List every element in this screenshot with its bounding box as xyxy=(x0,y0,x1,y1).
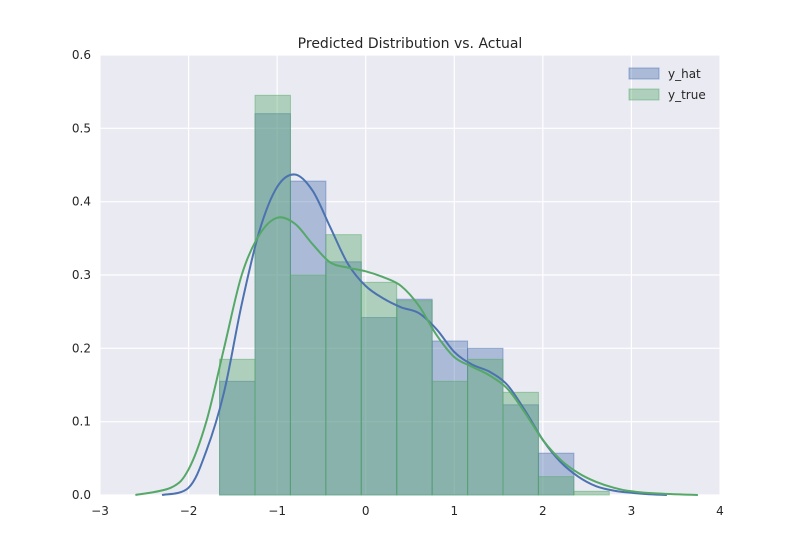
x-tick-label: −3 xyxy=(91,504,109,518)
y-tick-label: 0.5 xyxy=(72,121,91,135)
kde-lines xyxy=(135,173,698,496)
legend-swatch-y-hat xyxy=(628,67,660,80)
histogram-bar xyxy=(396,300,433,496)
y-tick-label: 0.3 xyxy=(72,268,91,282)
histogram-bar xyxy=(289,180,327,496)
legend-label-y-true: y_true xyxy=(668,88,706,102)
y-tick-label: 0.0 xyxy=(72,488,91,502)
histogram-bar xyxy=(254,94,291,496)
x-tick-label: 2 xyxy=(539,504,547,518)
histogram-bar xyxy=(219,358,256,496)
y-tick-label: 0.1 xyxy=(72,415,91,429)
x-tick-label: 3 xyxy=(628,504,636,518)
histogram-bar xyxy=(360,281,398,496)
x-tick-label: 0 xyxy=(362,504,370,518)
y-axis: 0.0 0.1 0.2 0.3 0.4 0.5 0.6 xyxy=(72,48,91,502)
legend-label-y-hat: y_hat xyxy=(668,67,701,81)
histogram-bar xyxy=(325,261,362,496)
grid xyxy=(99,54,721,496)
kde-line-y-true xyxy=(135,216,698,496)
legend: y_hat y_true xyxy=(628,67,706,102)
histogram-bar xyxy=(573,490,610,496)
x-axis: −3 −2 −1 0 1 2 3 4 xyxy=(91,504,724,518)
histogram-bar xyxy=(537,476,575,496)
histogram-bar xyxy=(396,298,433,496)
histogram-bar xyxy=(289,274,327,496)
histogram-y-true xyxy=(219,94,610,496)
legend-swatch-y-true xyxy=(628,88,660,101)
y-tick-label: 0.2 xyxy=(72,341,91,355)
kde-line-y-hat xyxy=(161,173,667,496)
x-tick-label: −2 xyxy=(180,504,198,518)
y-tick-label: 0.4 xyxy=(72,195,91,209)
y-tick-label: 0.6 xyxy=(72,48,91,62)
x-tick-label: −1 xyxy=(268,504,286,518)
x-tick-label: 1 xyxy=(450,504,458,518)
x-tick-label: 4 xyxy=(716,504,724,518)
histogram-bar xyxy=(467,358,504,496)
histogram-bar xyxy=(325,234,362,496)
histogram-bar xyxy=(502,391,539,496)
histogram-bar xyxy=(431,380,469,496)
chart-title: Predicted Distribution vs. Actual xyxy=(298,36,523,52)
